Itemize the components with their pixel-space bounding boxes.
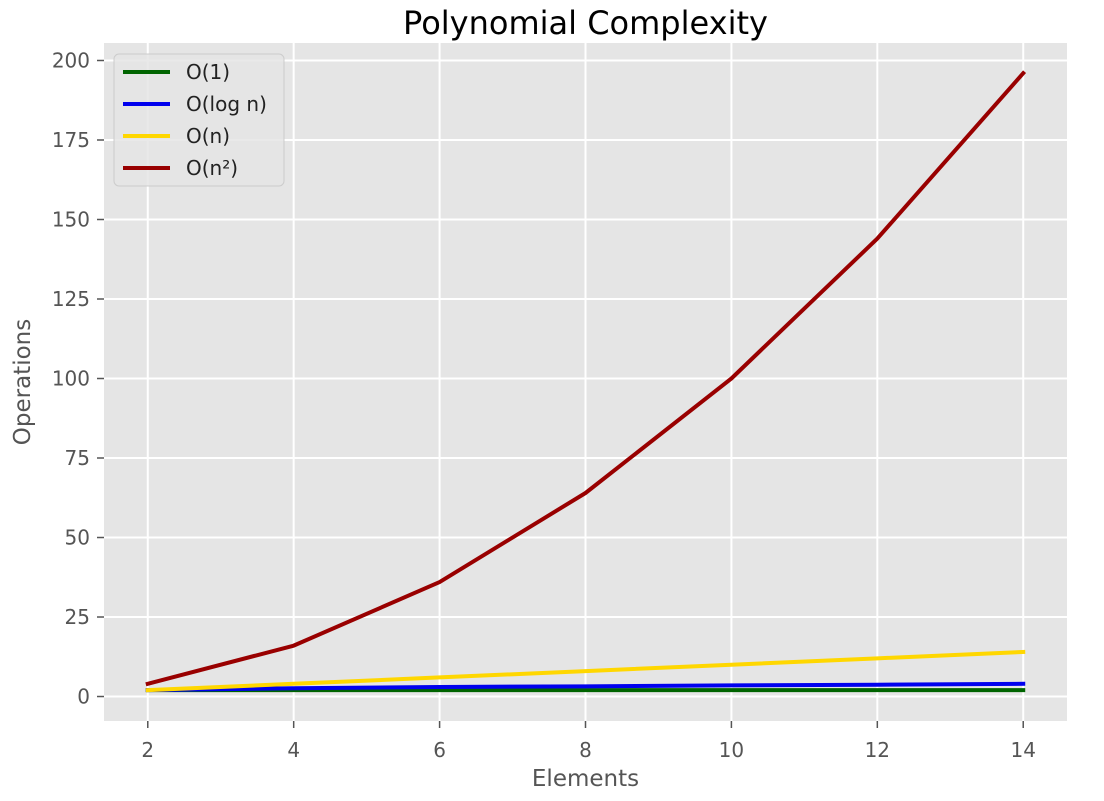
y-tick-label: 50	[65, 526, 90, 550]
x-tick-label: 4	[287, 738, 300, 762]
x-tick-label: 6	[433, 738, 446, 762]
y-tick-label: 75	[65, 446, 90, 470]
x-tick-label: 10	[719, 738, 744, 762]
x-axis-label: Elements	[532, 766, 639, 792]
x-tick-label: 8	[579, 738, 592, 762]
axis-ticks: 2 4 6 8 10 12 14 0 25 50 75 100 125 150 175 200	[52, 48, 1036, 762]
y-tick-label: 175	[52, 128, 90, 152]
x-tick-label: 2	[141, 738, 154, 762]
chart-title: Polynomial Complexity	[403, 4, 768, 42]
y-tick-label: 150	[52, 207, 90, 231]
y-tick-label: 200	[52, 48, 90, 72]
series-line-3	[145, 70, 1027, 687]
data-series	[145, 70, 1027, 693]
y-tick-label: 100	[52, 367, 90, 391]
legend-items: O(1) O(log n) O(n) O(n²)	[123, 60, 267, 180]
legend-label: O(n²)	[186, 156, 238, 180]
legend-label: O(n)	[186, 124, 230, 148]
grid-lines	[104, 43, 1067, 721]
series-line-2	[145, 649, 1026, 693]
x-tick-label: 14	[1011, 738, 1036, 762]
y-tick-label: 0	[77, 685, 90, 709]
legend-label: O(log n)	[186, 92, 267, 116]
legend: O(1) O(log n) O(n) O(n²)	[113, 53, 285, 187]
legend-box	[113, 53, 285, 187]
y-tick-label: 125	[52, 287, 90, 311]
x-tick-label: 12	[865, 738, 890, 762]
legend-label: O(1)	[186, 60, 230, 84]
y-axis-label: Operations	[10, 319, 36, 445]
y-tick-label: 25	[65, 605, 90, 629]
series-line-1	[145, 681, 1026, 693]
